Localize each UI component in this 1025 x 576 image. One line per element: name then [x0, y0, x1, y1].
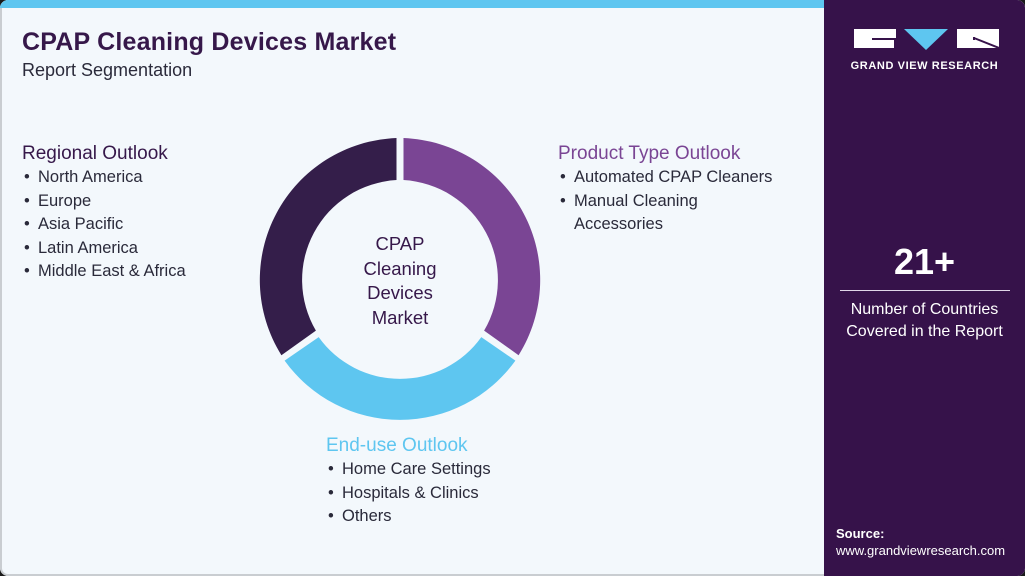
product-type-outlook-section: Product Type Outlook Automated CPAP Clea… [558, 142, 818, 237]
regional-outlook-title: Regional Outlook [22, 143, 168, 164]
source-url[interactable]: www.grandviewresearch.com [836, 543, 1006, 558]
countries-label-line1: Number of Countries [850, 301, 999, 318]
segmentation-donut-chart [259, 138, 541, 420]
center-label-line: CPAP [375, 233, 425, 254]
center-label-line: Devices [367, 282, 433, 303]
donut-segment-regional [259, 138, 397, 356]
brand-name: GRAND VIEW RESEARCH [850, 60, 999, 72]
top-accent-bar [0, 0, 824, 8]
end-use-outlook-list: Home Care Settings Hospitals & Clinics O… [326, 458, 491, 529]
list-item: Europe [22, 190, 186, 214]
end-use-outlook-title: End-use Outlook [326, 435, 468, 456]
brand-sidebar: GRAND VIEW RESEARCH 21+ Number of Countr… [824, 0, 1025, 576]
product-type-outlook-list: Automated CPAP Cleaners Manual Cleaning … [558, 166, 818, 237]
page-subtitle: Report Segmentation [22, 60, 193, 80]
list-item: Hospitals & Clinics [326, 482, 491, 506]
end-use-outlook-section: End-use Outlook Home Care Settings Hospi… [326, 434, 491, 529]
list-item: Middle East & Africa [22, 260, 186, 284]
source-label: Source: [836, 526, 885, 541]
list-item: Manual Cleaning Accessories [558, 190, 724, 237]
countries-count: 21+ [893, 241, 956, 282]
donut-segment-enduse [284, 337, 516, 420]
product-type-outlook-title: Product Type Outlook [558, 143, 741, 164]
list-item: Latin America [22, 237, 186, 261]
gvr-logo-icon [854, 29, 999, 50]
source-citation: Source: www.grandviewresearch.com [836, 525, 1005, 559]
list-item: Others [326, 505, 491, 529]
page-title: CPAP Cleaning Devices Market [22, 28, 397, 56]
center-label-line: Market [371, 306, 429, 328]
center-label-line: Cleaning [363, 257, 437, 279]
stat-divider [839, 290, 1010, 291]
list-item: Home Care Settings [326, 458, 491, 482]
list-item: North America [22, 166, 186, 190]
countries-label-line2: Covered in the Report [846, 323, 1003, 340]
regional-outlook-list: North America Europe Asia Pacific Latin … [22, 166, 186, 284]
donut-segment-product [403, 138, 541, 356]
list-item: Asia Pacific [22, 213, 186, 237]
donut-center-label: CPAP Cleaning Devices Market [340, 232, 460, 330]
countries-stat: 21+ Number of Countries Covered in the R… [824, 240, 1025, 343]
regional-outlook-section: Regional Outlook North America Europe As… [22, 142, 186, 284]
list-item: Automated CPAP Cleaners [558, 166, 818, 190]
